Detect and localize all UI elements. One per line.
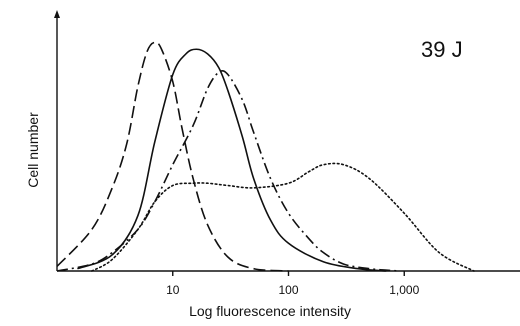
x-tick-label-2: 1,000 [389, 283, 419, 297]
plot-area [56, 41, 475, 272]
x-tick-label-0: 10 [166, 283, 180, 297]
x-tick-labels: 10 100 1,000 [166, 283, 420, 297]
x-axis-label: Log fluorescence intensity [189, 303, 351, 319]
chart-annotation: 39 J [421, 37, 463, 62]
x-ticks [172, 271, 405, 276]
series-dotted-line [91, 162, 475, 272]
y-axis-arrow [54, 10, 60, 18]
series-dashed-line [56, 41, 289, 272]
series-dash-dot-line [56, 70, 400, 272]
y-axis-label: Cell number [25, 112, 41, 188]
series-solid-line [77, 48, 387, 272]
x-tick-label-1: 100 [278, 283, 298, 297]
